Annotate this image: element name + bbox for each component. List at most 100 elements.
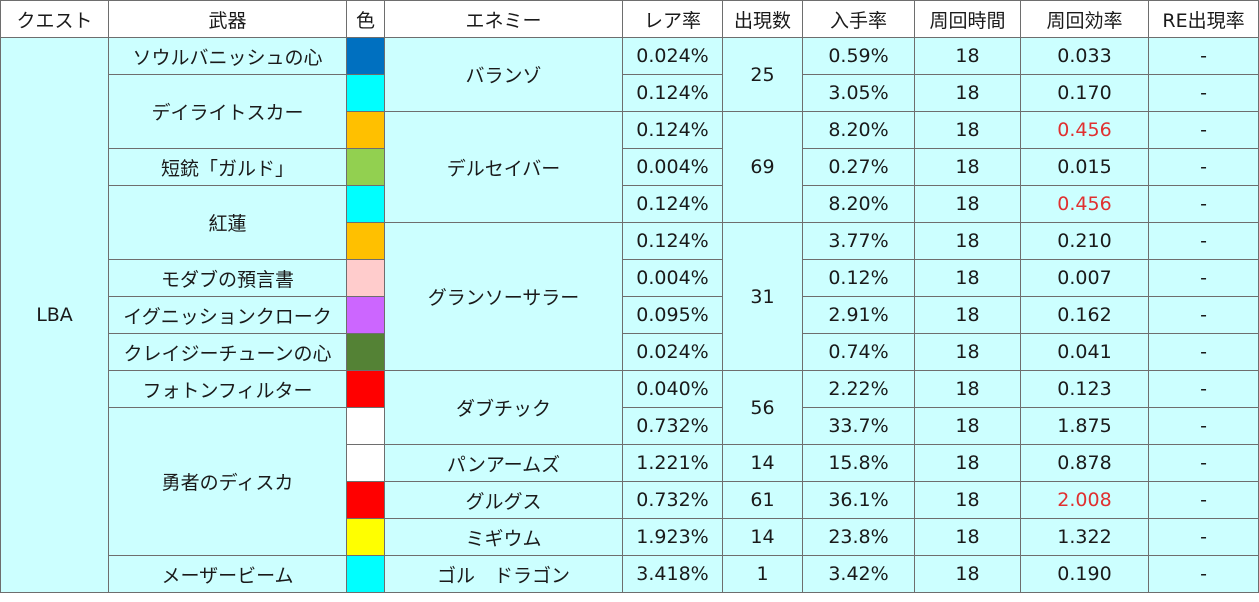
quest-name: LBA — [0, 37, 109, 593]
color-swatch — [346, 481, 385, 519]
rare-rate-cell: 1.923% — [622, 518, 723, 556]
drop-rate-cell: 0.59% — [802, 37, 915, 75]
run-efficiency-value: 0.456 — [1057, 119, 1112, 141]
re-rate-cell: - — [1148, 444, 1259, 482]
run-time-cell: 18 — [914, 37, 1021, 75]
color-swatch — [346, 185, 385, 223]
weapon-name: フォトンフィルター — [108, 370, 347, 408]
table-body: LBA ソウルバニッシュの心 バランゾ 0.024% 25 0.59% 18 0.033- デイ… — [0, 37, 1259, 593]
spawn-count-cell: 31 — [722, 222, 803, 371]
header-row: クエスト 武器 色 エネミー レア率 出現数 入手率 周回時間 周回効率 RE出… — [0, 0, 1259, 38]
run-efficiency-value: 0.878 — [1057, 452, 1112, 474]
run-efficiency-cell: 0.456 — [1020, 185, 1149, 223]
run-time-cell: 18 — [914, 111, 1021, 149]
run-efficiency-cell: 2.008 — [1020, 481, 1149, 519]
run-efficiency-value: 0.162 — [1057, 304, 1112, 326]
run-efficiency-cell: 1.875 — [1020, 407, 1149, 445]
run-efficiency-value: 0.190 — [1057, 563, 1112, 585]
run-time-cell: 18 — [914, 185, 1021, 223]
run-efficiency-value: 0.456 — [1057, 193, 1112, 215]
header-re-rate: RE出現率 — [1148, 0, 1259, 38]
run-efficiency-cell: 0.878 — [1020, 444, 1149, 482]
table-row: グルグス 0.732% 61 36.1% 18 2.008 - — [1, 481, 1259, 519]
run-time-cell: 18 — [914, 481, 1021, 519]
table-row: クレイジーチューンの心 0.024% 0.74% 18 0.041 - — [1, 333, 1259, 371]
run-time-cell: 18 — [914, 296, 1021, 334]
table-row: デイライトスカー 0.124% 3.05% 18 0.170 - — [1, 74, 1259, 149]
color-swatch — [346, 444, 385, 482]
re-rate-cell: - — [1148, 518, 1259, 556]
weapon-name: クレイジーチューンの心 — [108, 333, 347, 371]
table-row: メーザービーム ゴル ドラゴン 3.418% 1 3.42% 18 0.190 - — [1, 555, 1259, 593]
rare-rate-cell: 0.732% — [622, 481, 723, 519]
run-efficiency-cell: 0.015 — [1020, 148, 1149, 186]
drop-rate-cell: 8.20% — [802, 185, 915, 223]
rare-rate-cell: 1.221% — [622, 444, 723, 482]
spawn-count-cell: 1 — [722, 555, 803, 593]
run-efficiency-value: 1.875 — [1057, 415, 1112, 437]
run-time-cell: 18 — [914, 518, 1021, 556]
re-rate-cell: - — [1148, 259, 1259, 297]
table-row: デルセイバー 0.124% 69 8.20% 18 0.456- — [1, 111, 1259, 223]
drop-rate-cell: 3.42% — [802, 555, 915, 593]
run-efficiency-value: 0.123 — [1057, 378, 1112, 400]
run-time-cell: 18 — [914, 444, 1021, 482]
rare-rate-cell: 0.004% — [622, 148, 723, 186]
run-efficiency-value: 1.322 — [1057, 526, 1112, 548]
drop-rate-cell: 2.22% — [802, 370, 915, 408]
re-rate-cell: - — [1148, 111, 1259, 149]
header-run-time: 周回時間 — [914, 0, 1021, 38]
run-time-cell: 18 — [914, 222, 1021, 260]
rare-rate-cell: 0.024% — [622, 37, 723, 75]
spawn-count-cell: 69 — [722, 111, 803, 223]
re-rate-cell: - — [1148, 37, 1259, 75]
run-efficiency-value: 0.015 — [1057, 156, 1112, 178]
weapon-name: ソウルバニッシュの心 — [108, 37, 347, 75]
rare-rate-cell: 3.418% — [622, 555, 723, 593]
color-swatch — [346, 370, 385, 408]
color-swatch — [346, 111, 385, 149]
color-swatch — [346, 222, 385, 260]
re-rate-cell: - — [1148, 407, 1259, 445]
run-efficiency-cell: 1.322 — [1020, 518, 1149, 556]
re-rate-cell: - — [1148, 370, 1259, 408]
run-efficiency-value: 0.210 — [1057, 230, 1112, 252]
re-rate-cell: - — [1148, 148, 1259, 186]
header-rare-rate: レア率 — [622, 0, 723, 38]
rare-rate-cell: 0.004% — [622, 259, 723, 297]
header-enemy: エネミー — [384, 0, 623, 38]
run-efficiency-value: 0.170 — [1057, 82, 1112, 104]
spawn-count-cell: 14 — [722, 444, 803, 482]
drop-rate-cell: 36.1% — [802, 481, 915, 519]
rare-rate-cell: 0.040% — [622, 370, 723, 408]
spawn-count-cell: 14 — [722, 518, 803, 556]
rare-rate-cell: 0.124% — [622, 111, 723, 149]
re-rate-cell: - — [1148, 222, 1259, 260]
table-row: 勇者のディスカ 0.732% 33.7% 18 1.875- — [1, 407, 1259, 556]
table-row: 紅蓮 0.124% 8.20% 18 0.456 - — [1, 185, 1259, 260]
run-time-cell: 18 — [914, 74, 1021, 112]
header-quest: クエスト — [0, 0, 109, 38]
run-efficiency-value: 0.041 — [1057, 341, 1112, 363]
drop-rate-cell: 0.27% — [802, 148, 915, 186]
table-row: イグニッションクローク 0.095% 2.91% 18 0.162 - — [1, 296, 1259, 334]
header-color: 色 — [346, 0, 385, 38]
color-swatch — [346, 74, 385, 112]
header-weapon: 武器 — [108, 0, 347, 38]
color-swatch — [346, 518, 385, 556]
run-efficiency-value: 0.033 — [1057, 45, 1112, 67]
run-efficiency-value: 0.007 — [1057, 267, 1112, 289]
color-swatch — [346, 333, 385, 371]
re-rate-cell: - — [1148, 185, 1259, 223]
enemy-name: グルグス — [384, 481, 623, 519]
enemy-name: グランソーサラー — [384, 222, 623, 371]
drop-rate-cell: 3.77% — [802, 222, 915, 260]
run-efficiency-cell: 0.170 — [1020, 74, 1149, 112]
re-rate-cell: - — [1148, 74, 1259, 112]
enemy-name: パンアームズ — [384, 444, 623, 482]
table-row: モダブの預言書 0.004% 0.12% 18 0.007 - — [1, 259, 1259, 297]
rare-rate-cell: 0.124% — [622, 74, 723, 112]
re-rate-cell: - — [1148, 481, 1259, 519]
weapon-name: デイライトスカー — [108, 74, 347, 149]
